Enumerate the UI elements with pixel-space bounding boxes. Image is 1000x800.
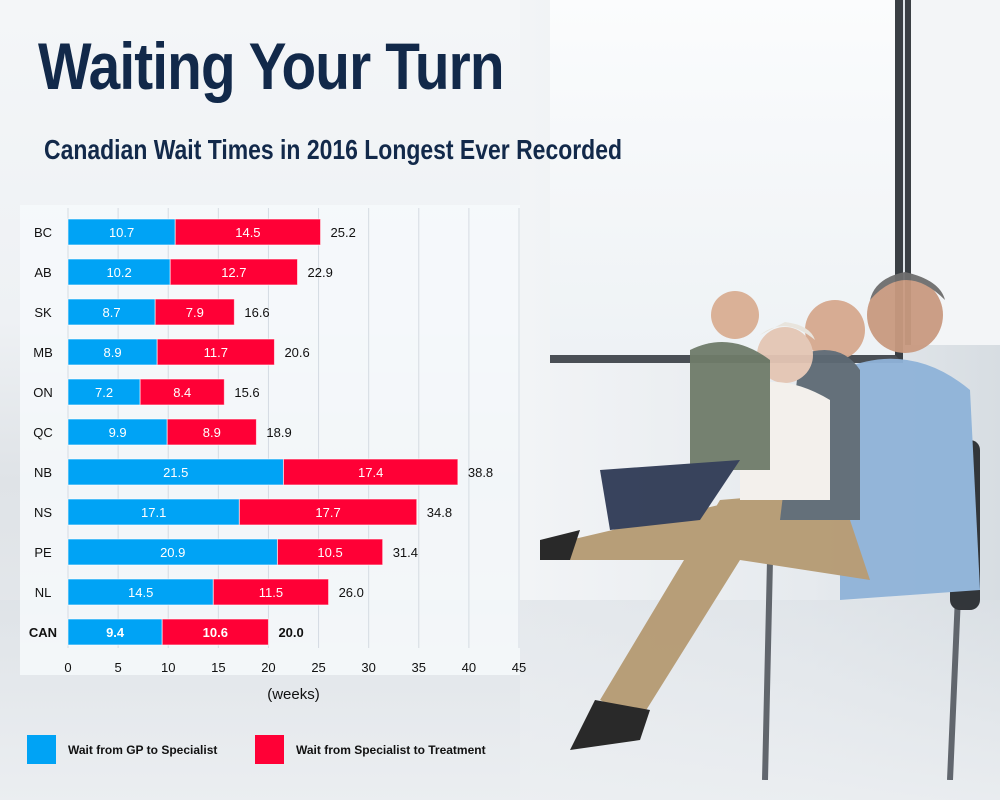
- bar-value-label: 9.4: [106, 625, 125, 640]
- bar-value-label: 7.9: [186, 305, 204, 320]
- x-tick-label: 30: [361, 660, 375, 675]
- x-tick-label: 35: [412, 660, 426, 675]
- total-label: 20.0: [278, 625, 303, 640]
- bar-value-label: 8.4: [173, 385, 191, 400]
- legend-swatch-blue: [27, 735, 56, 764]
- category-label: NL: [35, 585, 52, 600]
- bar-value-label: 8.7: [103, 305, 121, 320]
- category-label: SK: [34, 305, 52, 320]
- bar-value-label: 14.5: [128, 585, 153, 600]
- bar-gp-to-specialist: [67, 378, 141, 406]
- bar-specialist-to-treatment: [156, 338, 275, 366]
- bar-value-label: 9.9: [109, 425, 127, 440]
- bar-specialist-to-treatment: [276, 538, 384, 566]
- legend-item-gp: Wait from GP to Specialist: [27, 735, 217, 764]
- legend-label: Wait from GP to Specialist: [68, 742, 218, 757]
- bar-specialist-to-treatment: [212, 578, 330, 606]
- category-label: ON: [33, 385, 53, 400]
- category-label: BC: [34, 225, 52, 240]
- bar-specialist-to-treatment: [166, 418, 257, 446]
- waiting-room-photo: [540, 272, 980, 780]
- total-label: 20.6: [284, 345, 309, 360]
- x-tick-label: 0: [64, 660, 71, 675]
- bar-gp-to-specialist: [67, 458, 284, 486]
- bar-value-label: 12.7: [221, 265, 246, 280]
- bar-value-label: 17.1: [141, 505, 166, 520]
- bar-value-label: 21.5: [163, 465, 188, 480]
- page-title: Waiting Your Turn: [38, 29, 505, 103]
- bar-specialist-to-treatment: [139, 378, 225, 406]
- bar-gp-to-specialist: [67, 258, 171, 286]
- total-label: 25.2: [331, 225, 356, 240]
- x-tick-label: 5: [114, 660, 121, 675]
- bar-specialist-to-treatment: [161, 618, 269, 646]
- category-label: NB: [34, 465, 52, 480]
- bar-value-label: 10.2: [106, 265, 131, 280]
- category-label: AB: [34, 265, 51, 280]
- page-subtitle: Canadian Wait Times in 2016 Longest Ever…: [44, 134, 623, 165]
- total-label: 22.9: [308, 265, 333, 280]
- bar-value-label: 8.9: [104, 345, 122, 360]
- bar-specialist-to-treatment: [154, 298, 235, 326]
- bar-value-label: 10.7: [109, 225, 134, 240]
- total-label: 15.6: [234, 385, 259, 400]
- x-tick-label: 10: [161, 660, 175, 675]
- total-label: 34.8: [427, 505, 452, 520]
- bar-specialist-to-treatment: [174, 218, 322, 246]
- bar-gp-to-specialist: [67, 578, 214, 606]
- bar-value-label: 17.7: [315, 505, 340, 520]
- bar-value-label: 10.6: [203, 625, 228, 640]
- total-label: 26.0: [339, 585, 364, 600]
- bar-specialist-to-treatment: [282, 458, 459, 486]
- legend-item-specialist: Wait from Specialist to Treatment: [255, 735, 486, 764]
- total-label: 31.4: [393, 545, 418, 560]
- bar-gp-to-specialist: [67, 298, 156, 326]
- total-label: 16.6: [244, 305, 269, 320]
- bar-specialist-to-treatment: [169, 258, 299, 286]
- bar-gp-to-specialist: [67, 538, 278, 566]
- bar-specialist-to-treatment: [238, 498, 418, 526]
- bar-value-label: 10.5: [317, 545, 342, 560]
- x-tick-label: 25: [311, 660, 325, 675]
- category-label: CAN: [29, 625, 57, 640]
- bar-value-label: 7.2: [95, 385, 113, 400]
- bar-value-label: 11.7: [204, 345, 228, 360]
- bar-gp-to-specialist: [67, 498, 240, 526]
- bar-gp-to-specialist: [67, 218, 176, 246]
- background-window: [905, 0, 1000, 345]
- total-label: 38.8: [468, 465, 493, 480]
- x-tick-label: 15: [211, 660, 225, 675]
- legend-label: Wait from Specialist to Treatment: [296, 742, 486, 757]
- x-tick-label: 20: [261, 660, 275, 675]
- legend-swatch-red: [255, 735, 284, 764]
- category-label: MB: [33, 345, 53, 360]
- x-tick-label: 40: [462, 660, 476, 675]
- category-label: PE: [34, 545, 52, 560]
- bar-value-label: 20.9: [160, 545, 185, 560]
- category-label: NS: [34, 505, 52, 520]
- bar-value-label: 8.9: [203, 425, 221, 440]
- x-tick-label: 45: [512, 660, 526, 675]
- bar-value-label: 14.5: [235, 225, 260, 240]
- bar-gp-to-specialist: [67, 338, 158, 366]
- x-axis-label: (weeks): [267, 686, 320, 703]
- bar-value-label: 17.4: [358, 465, 383, 480]
- total-label: 18.9: [266, 425, 291, 440]
- category-label: QC: [33, 425, 53, 440]
- bar-value-label: 11.5: [259, 585, 283, 600]
